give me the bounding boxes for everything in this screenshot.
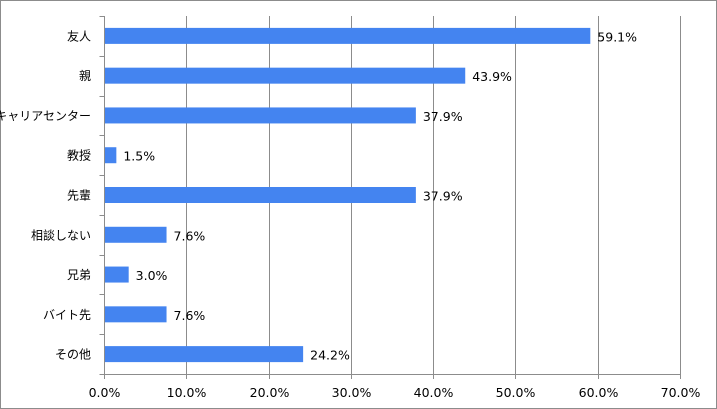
bar xyxy=(105,27,591,44)
bar xyxy=(105,67,466,84)
x-tick-label: 20.0% xyxy=(250,385,290,400)
x-tick-label: 30.0% xyxy=(332,385,372,400)
category-label: 先輩 xyxy=(67,188,91,203)
x-tick-label: 0.0% xyxy=(89,385,121,400)
x-tick-label: 70.0% xyxy=(661,385,701,400)
bar xyxy=(105,107,416,124)
category-label: キャリアセンター xyxy=(0,109,91,123)
data-label: 37.9% xyxy=(423,189,463,204)
category-label: その他 xyxy=(55,348,91,362)
data-label: 43.9% xyxy=(472,69,512,84)
data-label: 24.2% xyxy=(310,348,350,363)
bar xyxy=(105,346,304,363)
data-label: 7.6% xyxy=(174,308,206,323)
category-label: 兄弟 xyxy=(67,268,91,282)
category-label: 友人 xyxy=(67,29,91,43)
category-label: 親 xyxy=(79,69,91,83)
data-label: 1.5% xyxy=(123,149,155,164)
bar xyxy=(105,187,416,203)
data-label: 59.1% xyxy=(597,29,637,44)
bar xyxy=(105,226,167,243)
data-label: 37.9% xyxy=(423,109,463,124)
bar xyxy=(105,306,167,323)
data-label: 7.6% xyxy=(174,228,206,243)
x-tick-label: 60.0% xyxy=(579,385,619,400)
x-tick-label: 40.0% xyxy=(414,385,454,400)
bar xyxy=(105,266,129,283)
category-label: 教授 xyxy=(67,148,91,163)
data-label: 3.0% xyxy=(136,268,168,283)
category-label: 相談しない xyxy=(31,227,91,242)
x-tick-label: 50.0% xyxy=(496,385,536,400)
bar xyxy=(105,147,117,164)
category-label: バイト先 xyxy=(43,308,91,322)
x-tick-label: 10.0% xyxy=(167,385,207,400)
